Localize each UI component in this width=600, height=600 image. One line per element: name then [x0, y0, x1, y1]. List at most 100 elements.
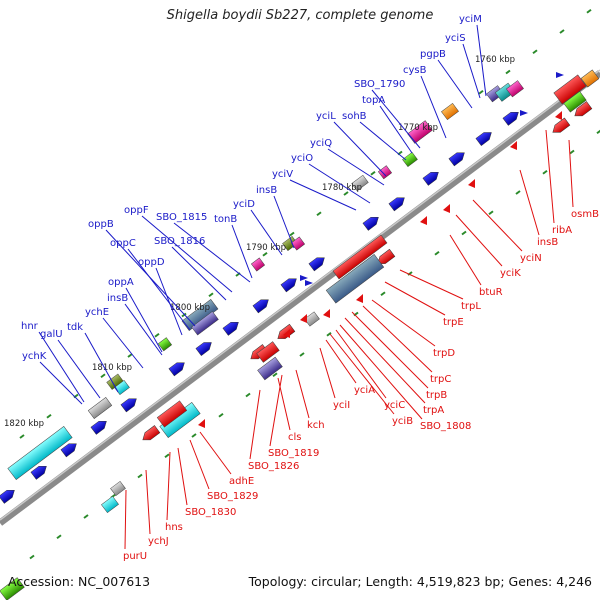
reverse-gene-label: ychJ — [148, 536, 169, 547]
reverse-gene-label: hns — [165, 522, 183, 533]
forward-leader-line — [371, 89, 421, 149]
reverse-gene-arrow — [574, 101, 593, 117]
forward-gene-arrow — [422, 171, 439, 186]
reverse-gene-label: SBO_1808 — [420, 421, 471, 432]
forward-gene-label: oppD — [138, 257, 165, 268]
reverse-gene-label: yciK — [500, 268, 521, 279]
forward-gene-arrow — [280, 278, 297, 293]
forward-gene-arrow — [475, 132, 492, 147]
forward-gene-arrow — [362, 216, 379, 231]
kbp-label: 1820 kbp — [4, 419, 44, 429]
reverse-leader-line — [325, 339, 357, 384]
forward-gene-label: yciS — [445, 33, 466, 44]
reverse-leader-line — [124, 489, 127, 550]
forward-leader-line — [289, 179, 357, 211]
reverse-gene-marker — [300, 314, 307, 323]
gene-feature — [7, 426, 73, 480]
track-tick — [289, 231, 295, 237]
reverse-gene-label: SBO_1829 — [207, 491, 258, 502]
forward-leader-line — [141, 215, 233, 293]
forward-leader-line — [84, 332, 119, 393]
forward-leader-line — [333, 121, 387, 177]
backbone-highlight — [0, 69, 600, 521]
gene-feature — [250, 257, 266, 272]
gene-feature — [156, 400, 188, 428]
reverse-gene-label: SBO_1819 — [268, 448, 319, 459]
forward-gene-label: yciL — [316, 111, 336, 122]
forward-gene-arrow — [90, 420, 107, 435]
forward-leader-line — [476, 24, 487, 97]
forward-leader-line — [437, 59, 473, 109]
reverse-gene-label: yciN — [520, 253, 542, 264]
forward-gene-arrow — [308, 257, 325, 272]
reverse-gene-marker — [443, 204, 450, 213]
track-tick — [461, 230, 467, 236]
kbp-label: 1790 kbp — [246, 243, 286, 253]
forward-leader-line — [102, 317, 144, 369]
track-tick — [137, 473, 143, 479]
forward-leader-line — [57, 339, 101, 399]
track-tick — [56, 534, 62, 540]
forward-gene-label: sohB — [342, 111, 367, 122]
forward-gene-label: yciV — [272, 169, 293, 180]
track-tick — [272, 372, 278, 378]
track-tick — [569, 149, 575, 155]
gene-feature — [256, 341, 280, 363]
reverse-leader-line — [339, 324, 423, 420]
reverse-leader-line — [189, 439, 210, 490]
kbp-label: 1780 kbp — [322, 183, 362, 193]
reverse-gene-label: osmB — [571, 209, 599, 220]
gene-feature — [506, 80, 524, 98]
forward-gene-label: cysB — [403, 65, 427, 76]
track-tick — [326, 331, 332, 337]
reverse-gene-label: purU — [123, 551, 147, 562]
track-tick — [370, 170, 376, 176]
reverse-gene-label: SBO_1830 — [185, 507, 236, 518]
forward-gene-label: pgpB — [420, 49, 446, 60]
reverse-gene-label: cls — [288, 432, 302, 443]
reverse-gene-marker — [510, 141, 517, 150]
reverse-leader-line — [319, 347, 336, 399]
track-tick — [181, 312, 187, 318]
forward-gene-label: oppB — [88, 219, 114, 230]
gene-feature — [441, 102, 459, 121]
reverse-gene-label: kch — [307, 420, 325, 431]
track-tick — [164, 453, 170, 459]
forward-gene-arrow — [502, 111, 519, 126]
forward-gene-label: hnr — [21, 321, 39, 332]
reverse-gene-label: yciB — [392, 416, 413, 427]
forward-leader-line — [379, 105, 413, 154]
track-tick — [380, 291, 386, 297]
reverse-gene-label: insB — [537, 237, 558, 248]
accession-text: Accession: NC_007613 — [8, 574, 151, 589]
reverse-gene-label: adhE — [229, 476, 254, 487]
track-tick — [29, 554, 35, 560]
track-tick — [127, 353, 133, 358]
gene-feature — [563, 90, 587, 113]
track-tick — [586, 8, 592, 14]
reverse-gene-marker — [555, 111, 562, 120]
gene-feature — [290, 236, 306, 251]
gene-feature — [553, 74, 587, 105]
track-tick — [191, 433, 197, 438]
gene-feature — [351, 174, 369, 192]
track-tick — [532, 49, 538, 55]
reverse-leader-line — [177, 447, 188, 506]
reverse-leader-line — [519, 169, 540, 236]
reverse-gene-arrow — [552, 117, 571, 133]
reverse-gene-arrow — [377, 248, 396, 264]
forward-gene-label: tonB — [214, 214, 237, 225]
forward-gene-arrow — [30, 465, 47, 480]
forward-leader-line — [39, 361, 83, 405]
forward-leader-line — [171, 246, 227, 301]
gene-feature — [157, 337, 173, 352]
forward-gene-arrow — [168, 362, 185, 377]
track-tick — [559, 29, 565, 34]
forward-gene-arrow — [195, 342, 212, 357]
reverse-leader-line — [384, 281, 446, 316]
forward-gene-marker — [556, 72, 564, 78]
track-tick — [208, 292, 214, 298]
gene-feature — [282, 235, 298, 252]
forward-leader-line — [231, 224, 253, 279]
reverse-gene-marker — [356, 294, 363, 303]
